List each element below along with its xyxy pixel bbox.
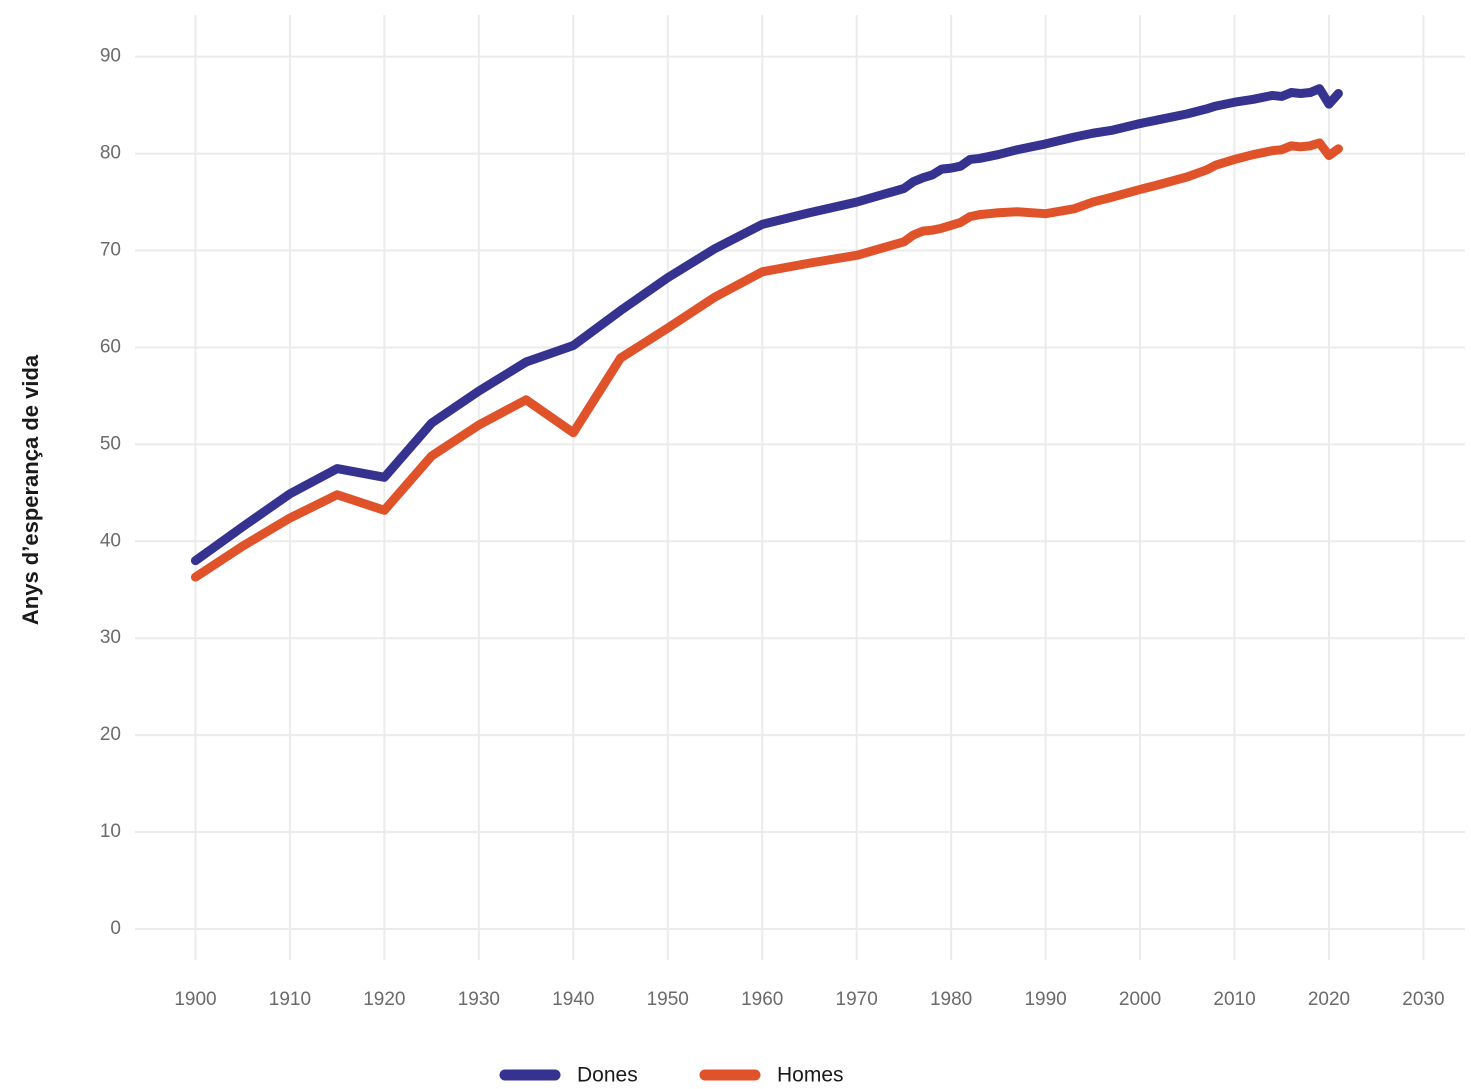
legend-label: Dones — [577, 1064, 638, 1087]
x-tick-label: 1980 — [930, 989, 972, 1010]
y-tick-label: 50 — [100, 433, 121, 454]
x-tick-label: 1990 — [1024, 989, 1066, 1010]
x-tick-label: 1950 — [647, 989, 689, 1010]
series-line — [190, 138, 1343, 582]
x-tick-label: 1900 — [174, 989, 216, 1010]
x-tick-label: 1920 — [363, 989, 405, 1010]
y-tick-label: 10 — [100, 821, 121, 842]
y-tick-label: 30 — [100, 627, 121, 648]
x-tick-label: 2010 — [1213, 989, 1255, 1010]
y-tick-label: 90 — [100, 46, 121, 67]
y-tick-label: 0 — [110, 918, 121, 939]
x-tick-label: 2000 — [1119, 989, 1161, 1010]
legend-label: Homes — [777, 1064, 844, 1087]
x-tick-label: 1930 — [458, 989, 500, 1010]
x-tick-label: 2030 — [1402, 989, 1444, 1010]
x-tick-label: 1940 — [552, 989, 594, 1010]
y-tick-label: 60 — [100, 336, 121, 357]
series-line — [190, 84, 1343, 566]
x-tick-label: 1910 — [269, 989, 311, 1010]
y-tick-label: 80 — [100, 143, 121, 164]
x-tick-label: 1960 — [741, 989, 783, 1010]
y-tick-label: 20 — [100, 724, 121, 745]
x-tick-label: 1970 — [836, 989, 878, 1010]
y-tick-label: 40 — [100, 530, 121, 551]
y-axis-title: Anys d’esperança de vida — [18, 354, 43, 625]
y-tick-label: 70 — [100, 240, 121, 261]
x-tick-label: 2020 — [1308, 989, 1350, 1010]
